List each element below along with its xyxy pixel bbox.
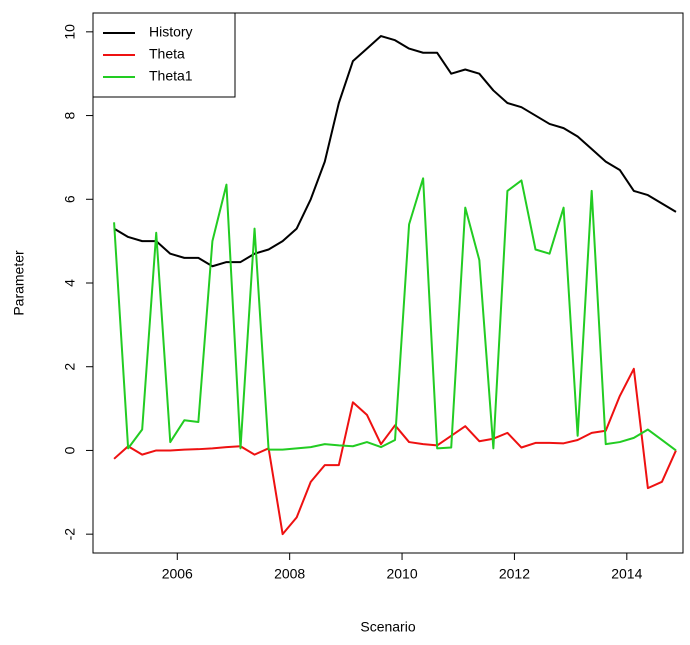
y-axis-label: Parameter — [11, 250, 27, 316]
series-line — [113, 35, 677, 268]
legend-label: Theta — [149, 46, 185, 62]
series-line — [113, 177, 677, 452]
x-tick-label: 2014 — [611, 566, 642, 582]
y-tick-label: 6 — [62, 195, 78, 203]
x-tick-label: 2012 — [499, 566, 530, 582]
x-tick-label: 2006 — [162, 566, 193, 582]
y-tick-label: 0 — [62, 446, 78, 454]
y-tick-label: 8 — [62, 111, 78, 119]
y-tick-label: 2 — [62, 363, 78, 371]
y-tick-label: 10 — [62, 24, 78, 40]
series-line — [113, 367, 677, 536]
y-tick-label: 4 — [62, 279, 78, 287]
legend-label: History — [149, 24, 193, 40]
y-tick-label: -2 — [62, 528, 78, 541]
legend-label: Theta1 — [149, 68, 193, 84]
x-axis-label: Scenario — [360, 619, 415, 635]
x-tick-label: 2010 — [386, 566, 417, 582]
x-tick-label: 2008 — [274, 566, 305, 582]
